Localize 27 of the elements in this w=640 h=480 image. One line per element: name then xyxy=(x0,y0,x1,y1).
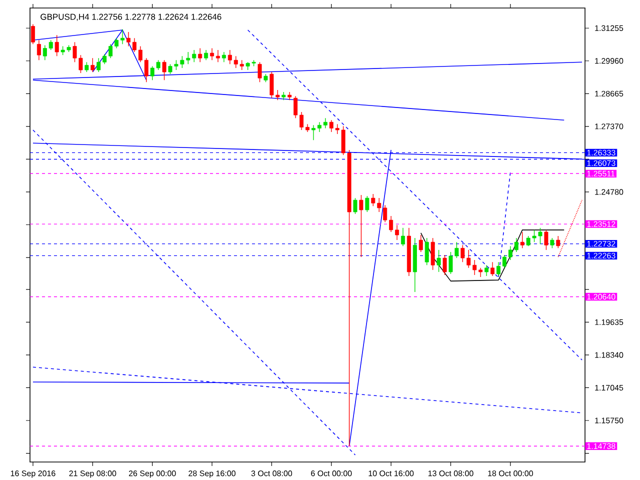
y-tick-label: 1.27370 xyxy=(595,124,624,130)
y-tick-label: 1.31255 xyxy=(595,25,624,31)
x-tick-label: 28 Sep 16:00 xyxy=(188,470,236,478)
x-tick-label: 13 Oct 08:00 xyxy=(428,470,474,476)
text: GBPUSD,H4 1.22756 1.22778 1.22624 1.22646 xyxy=(40,14,222,21)
y-tick-label: 1.17045 xyxy=(595,384,624,391)
ref-line-label: 1.22732 xyxy=(587,240,616,247)
x-tick-label: 26 Sep 00:00 xyxy=(128,470,176,478)
y-tick-label: 1.15750 xyxy=(595,418,624,424)
y-tick-label: 1.19635 xyxy=(595,319,624,326)
x-tick-label: 10 Oct 16:00 xyxy=(368,470,414,476)
ref-line-label: 1.20640 xyxy=(587,294,616,300)
y-tick-label: 1.18340 xyxy=(595,352,624,358)
ref-line-label: 1.22263 xyxy=(587,252,616,259)
x-tick-label: 21 Sep 08:00 xyxy=(69,470,116,478)
x-tick-label: 6 Oct 00:00 xyxy=(311,470,352,476)
y-tick-label: 1.24780 xyxy=(595,189,624,195)
ref-line-label: 1.26333 xyxy=(587,150,616,156)
x-tick-label: 18 Oct 00:00 xyxy=(488,470,533,476)
ref-line-label: 1.26073 xyxy=(587,160,616,166)
x-tick-label: 16 Sep 2016 xyxy=(10,470,56,478)
y-tick-label: 1.28665 xyxy=(595,90,624,96)
y-tick-label: 1.29960 xyxy=(595,58,624,64)
x-tick-label: 3 Oct 08:00 xyxy=(251,470,292,476)
ref-line-label: 1.14738 xyxy=(587,443,616,449)
ref-line-label: 1.23512 xyxy=(587,221,616,227)
ref-line-label: 1.25511 xyxy=(587,170,615,177)
